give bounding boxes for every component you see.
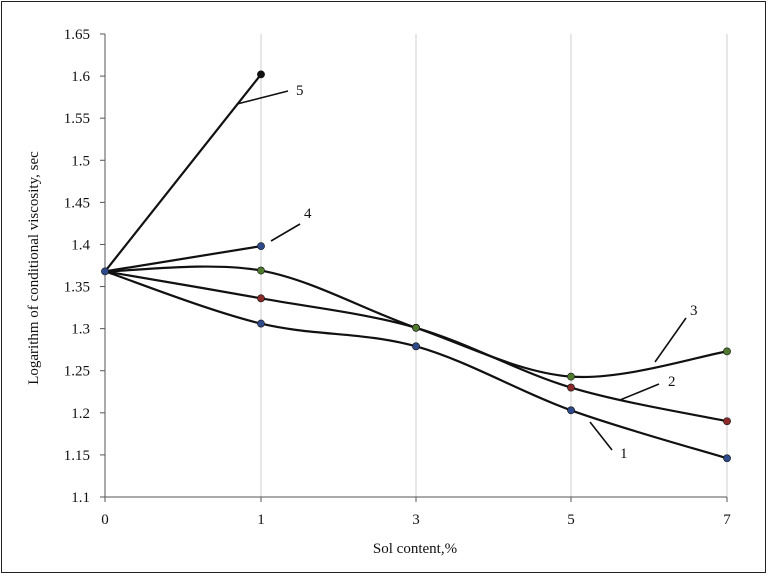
- series-2-point: [257, 294, 265, 303]
- y-tick-label: 1.4: [71, 237, 90, 253]
- y-tick-label: 1.1: [71, 490, 90, 506]
- y-tick-labels: 1.1 1.15 1.2 1.25 1.3 1.35 1.4 1.45 1.5 1.55 1.6 1.…: [64, 27, 91, 506]
- x-tick-labels: 0 1 3 5 7: [101, 512, 731, 528]
- series-label-leader-3: [654, 317, 687, 363]
- series-1-point: [257, 319, 265, 328]
- x-tick-label: 3: [412, 512, 420, 528]
- y-tick-label: 1.3: [71, 322, 90, 338]
- x-tick-label: 0: [101, 512, 109, 528]
- series-1-point: [412, 342, 420, 351]
- series-3-point: [723, 347, 731, 356]
- y-tick-label: 1.2: [71, 406, 90, 422]
- series-label-1: 1: [620, 446, 628, 462]
- series-1-point: [567, 406, 575, 415]
- series-labels: 1 2 3 4 5: [236, 83, 698, 462]
- series-line-5: [104, 73, 262, 273]
- series-3-point: [567, 372, 575, 381]
- series-label-leader-1: [589, 421, 613, 451]
- series-2-point: [567, 383, 575, 392]
- series-2-point: [723, 417, 731, 426]
- axes: [100, 33, 728, 502]
- series-markers: [101, 70, 731, 463]
- y-tick-label: 1.65: [64, 27, 90, 43]
- series-label-leader-4: [270, 223, 301, 242]
- x-tick-label: 7: [723, 512, 731, 528]
- y-tick-label: 1.15: [64, 448, 90, 464]
- y-tick-label: 1.6: [71, 69, 90, 85]
- y-tick-label: 1.45: [64, 195, 90, 211]
- series-label-2: 2: [668, 374, 676, 390]
- y-tick-label: 1.35: [64, 280, 90, 296]
- x-tick-label: 5: [567, 512, 575, 528]
- y-tick-label: 1.55: [64, 111, 90, 127]
- series-label-leader-5: [236, 90, 289, 105]
- series-3-point: [257, 266, 265, 275]
- origin-point: [101, 267, 109, 276]
- series-1-point: [723, 454, 731, 463]
- series-label-5: 5: [296, 83, 304, 99]
- y-tick-label: 1.25: [64, 364, 90, 380]
- series-label-leader-2: [619, 383, 660, 401]
- series-5-point: [257, 70, 265, 79]
- series-label-4: 4: [304, 206, 312, 222]
- series-label-3: 3: [690, 303, 698, 319]
- y-axis-title: Logarithm of conditional viscosity, sec: [26, 151, 42, 385]
- y-tick-label: 1.5: [71, 153, 90, 169]
- series-line-4: [104, 245, 262, 273]
- x-axis-title: Sol content,%: [373, 541, 457, 557]
- x-tick-label: 1: [257, 512, 265, 528]
- series-4-point: [257, 242, 265, 251]
- series-3-point: [412, 323, 420, 332]
- grid-lines: [260, 34, 728, 497]
